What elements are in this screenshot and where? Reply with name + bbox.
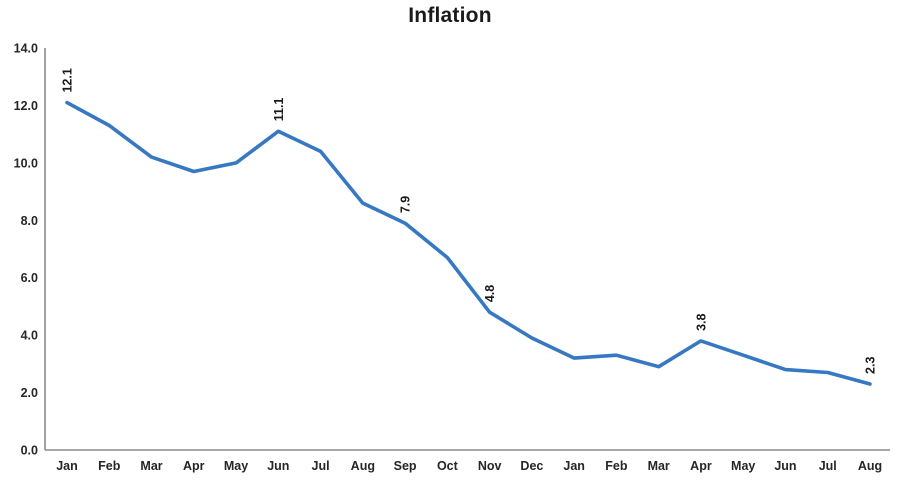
- x-tick-label: Feb: [98, 459, 121, 473]
- x-tick-label: Jul: [312, 459, 330, 473]
- chart-title: Inflation: [408, 4, 492, 27]
- x-tick-label: Jul: [819, 459, 837, 473]
- y-tick-label: 2.0: [21, 386, 38, 400]
- y-tick-label: 10.0: [14, 156, 38, 170]
- x-tick-label: Jan: [563, 459, 585, 473]
- x-tick-label: Jan: [56, 459, 78, 473]
- y-tick-label: 8.0: [21, 214, 38, 228]
- y-tick-label: 14.0: [14, 42, 38, 56]
- data-point-label: 2.3: [864, 357, 878, 374]
- x-tick-label: Jun: [267, 459, 289, 473]
- x-tick-label: Mar: [140, 459, 162, 473]
- data-point-label: 11.1: [272, 98, 286, 122]
- x-tick-label: May: [224, 459, 248, 473]
- x-tick-label: Dec: [520, 459, 543, 473]
- y-tick-label: 0.0: [21, 444, 38, 458]
- x-tick-label: Nov: [478, 459, 502, 473]
- y-tick-label: 4.0: [21, 329, 38, 343]
- x-tick-label: Feb: [605, 459, 628, 473]
- data-point-label: 7.9: [399, 196, 413, 213]
- x-tick-label: Sep: [394, 459, 417, 473]
- data-point-label: 12.1: [61, 68, 75, 92]
- y-tick-label: 6.0: [21, 271, 38, 285]
- x-tick-label: Aug: [858, 459, 882, 473]
- x-tick-label: Apr: [183, 459, 205, 473]
- data-point-label: 4.8: [483, 285, 497, 302]
- y-tick-label: 12.0: [14, 99, 38, 113]
- x-tick-label: Jun: [774, 459, 796, 473]
- inflation-series-line: [65, 100, 872, 386]
- x-tick-label: May: [731, 459, 755, 473]
- x-tick-label: Oct: [437, 459, 459, 473]
- x-tick-label: Aug: [351, 459, 375, 473]
- data-point-label: 3.8: [694, 313, 708, 330]
- x-tick-label: Apr: [690, 459, 712, 473]
- x-tick-label: Mar: [648, 459, 670, 473]
